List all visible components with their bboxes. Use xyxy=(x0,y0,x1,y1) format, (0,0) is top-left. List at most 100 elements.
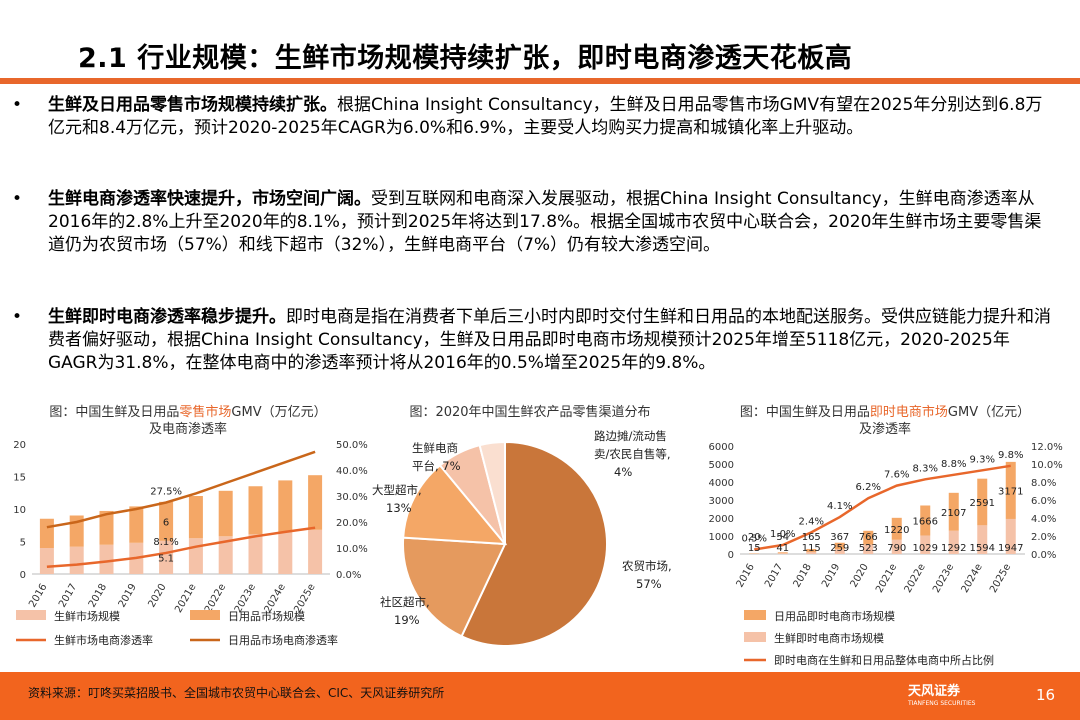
legend-label: 日用品即时电商市场规模 xyxy=(774,609,895,623)
legend-swatch xyxy=(744,632,766,642)
bar-segment xyxy=(920,505,931,536)
legend-swatch xyxy=(190,610,220,620)
bullet-marker: • xyxy=(12,189,23,209)
legend-label: 日用品市场规模 xyxy=(228,609,305,623)
bar-segment xyxy=(834,549,845,554)
y-tick-label: 20 xyxy=(13,440,26,451)
pie-slice xyxy=(460,440,608,647)
series-line xyxy=(754,464,1011,551)
pie-label: 路边摊/流动售 xyxy=(594,429,667,443)
bar-segment xyxy=(863,530,874,545)
x-tick-label: 2020 xyxy=(849,562,871,590)
x-tick-label: 2017 xyxy=(763,562,785,590)
x-tick-label: 2021e xyxy=(173,582,198,615)
bar-segment xyxy=(977,525,988,554)
x-tick-label: 2018 xyxy=(87,582,109,610)
x-tick-label: 2016 xyxy=(27,582,49,610)
footer-band xyxy=(0,672,1080,720)
data-label: 790 xyxy=(887,543,906,554)
data-label: 5.1 xyxy=(158,553,174,564)
bullet-heading: 生鲜电商渗透率快速提升，市场空间广阔。 xyxy=(48,189,371,209)
rate-label: 8.3% xyxy=(913,463,938,474)
instant-ecommerce-chart: 0 1000 2000 3000 4000 5000 6000 0.0% 2.0% 4.0% 6.0… xyxy=(709,442,1063,667)
chart1-caption: 图：中国生鲜及日用品零售市场GMV（万亿元） 及电商渗透率 xyxy=(18,404,358,438)
y2-tick-label: 40.0% xyxy=(336,466,368,477)
bar-segment xyxy=(308,475,323,530)
pie-label: 4% xyxy=(614,465,632,479)
rate-label: 6.2% xyxy=(856,482,881,493)
legend-label: 日用品市场电商渗透率 xyxy=(228,633,338,647)
bar-segment xyxy=(806,548,817,552)
rate-label: 9.8% xyxy=(998,450,1023,461)
bullet-body: 根据China Insight Consultancy，生鲜及日用品零售市场GM… xyxy=(48,95,1043,138)
data-label: 2591 xyxy=(970,498,995,509)
y2-tick-label: 4.0% xyxy=(1031,514,1056,525)
pie-label: 19% xyxy=(394,613,420,627)
bar-segment xyxy=(891,539,902,554)
pie-label: 生鲜电商 xyxy=(412,441,458,455)
y2-tick-label: 10.0% xyxy=(336,544,368,555)
bullet-marker: • xyxy=(12,307,23,327)
x-tick-label: 2022e xyxy=(203,582,228,615)
rate-label: 9.3% xyxy=(970,454,995,465)
caption-text: 及渗透率 xyxy=(858,422,911,437)
bar-segment xyxy=(834,542,845,550)
x-tick-label: 2019 xyxy=(117,582,139,610)
caption-text: GMV（万亿元） xyxy=(231,405,327,420)
legend-swatch xyxy=(16,610,46,620)
bar-segment xyxy=(159,540,174,574)
x-tick-label: 2025e xyxy=(988,562,1013,595)
slide-title: 2.1 行业规模：生鲜市场规模持续扩张，即时电商渗透天花板高 xyxy=(78,43,853,74)
data-label: 1292 xyxy=(941,543,966,554)
x-tick-label: 2019 xyxy=(820,562,842,590)
logo-text: 天风证券 xyxy=(908,684,961,699)
title-rule xyxy=(0,78,1080,84)
bar-segment xyxy=(920,535,931,554)
pie-label: 农贸市场, xyxy=(622,559,672,573)
bullet-body: 即时电商是指在消费者下单后三小时内即时交付生鲜和日用品的本地配送服务。受供应链能… xyxy=(48,307,1051,373)
y-tick-label: 3000 xyxy=(709,496,734,507)
y2-tick-label: 30.0% xyxy=(336,492,368,503)
pie-label: 卖/农民自售等, xyxy=(594,447,671,461)
bar-segment xyxy=(69,546,84,574)
rate-label: 2.4% xyxy=(799,516,824,527)
legend-label: 生鲜市场电商渗透率 xyxy=(54,633,153,647)
x-tick-label: 2023e xyxy=(931,562,956,595)
y2-tick-label: 6.0% xyxy=(1031,496,1056,507)
y2-tick-label: 12.0% xyxy=(1031,442,1063,453)
data-label: 27.5% xyxy=(150,487,182,498)
caption-highlight: 即时电商市场 xyxy=(869,405,948,420)
bar-segment xyxy=(218,536,233,574)
chart2-caption: 图：2020年中国生鲜农产品零售渠道分布 xyxy=(370,404,690,421)
x-tick-label: 2021e xyxy=(874,562,899,595)
caption-text: GMV（亿元） xyxy=(947,405,1031,420)
y-tick-label: 2000 xyxy=(709,514,734,525)
caption-text: 图：2020年中国生鲜农产品零售渠道分布 xyxy=(409,405,651,420)
y2-tick-label: 0.0% xyxy=(1031,550,1056,561)
data-label: 115 xyxy=(802,543,821,554)
logo-subtext: TIANFENG SECURITIES xyxy=(908,700,976,707)
bar-segment xyxy=(188,496,203,539)
data-label: 1947 xyxy=(998,543,1023,554)
x-tick-label: 2022e xyxy=(903,562,928,595)
series-line xyxy=(46,450,316,529)
y-tick-label: 5 xyxy=(20,538,26,549)
bar-segment xyxy=(278,531,293,574)
rate-label: 7.6% xyxy=(884,470,909,481)
data-label: 766 xyxy=(859,532,878,543)
legend-label: 生鲜市场规模 xyxy=(54,609,120,623)
bar-segment xyxy=(777,553,788,554)
y-tick-label: 15 xyxy=(13,473,26,484)
bullet-instant-ecommerce: • 生鲜即时电商渗透率稳步提升。即时电商是指在消费者下单后三小时内即时交付生鲜和… xyxy=(12,306,1052,375)
bar-segment xyxy=(99,510,114,545)
page-number: 16 xyxy=(1036,686,1056,704)
pie-slice xyxy=(478,440,506,545)
data-label: 1594 xyxy=(970,543,995,554)
bar-segment xyxy=(129,506,144,543)
bullet-market-scale: • 生鲜及日用品零售市场规模持续扩张。根据China Insight Consu… xyxy=(12,94,1052,140)
bar-segment xyxy=(99,544,114,574)
data-label: 1029 xyxy=(913,543,938,554)
data-label: 259 xyxy=(830,543,849,554)
pie-label: 13% xyxy=(386,501,412,515)
y2-tick-label: 20.0% xyxy=(336,518,368,529)
